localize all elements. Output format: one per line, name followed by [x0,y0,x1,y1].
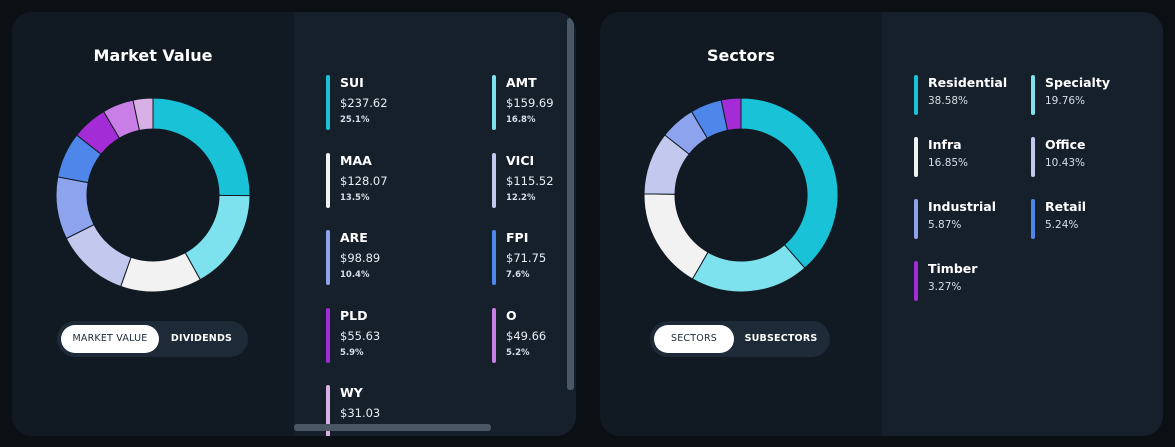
sectors-toggle: SECTORS SUBSECTORS [650,321,830,357]
legend-percent: 38.58% [928,95,969,107]
market-value-tab-button[interactable]: MARKET VALUE [61,325,159,353]
legend-percent: 10.43% [1045,157,1086,169]
sectors-donut-slice[interactable] [643,193,709,280]
sectors-legend: Residential 38.58% Specialty 19.76% Infra 16.… [882,12,1163,436]
horizontal-scrollbar-track [294,422,576,432]
sectors-donut-slice[interactable] [740,97,839,269]
sectors-card: Sectors SECTORS SUBSECTORS Residential 38… [600,12,1163,436]
market-value-legend: SUI $237.62 25.1% AMT $159.69 16.8% MAA $128.07… [294,12,576,436]
legend-color-bar [492,152,496,208]
legend-percent: 5.87% [928,219,962,231]
legend-percent: 13.5% [340,192,370,203]
legend-market-value: $115.52 [506,173,554,188]
legend-market-value: $31.03 [340,406,381,420]
legend-percent: 19.76% [1045,95,1086,107]
legend-color-bar [914,137,918,177]
legend-percent: 12.2% [506,192,536,203]
dividends-tab-button[interactable]: DIVIDENDS [170,333,233,344]
market-value-card: Market Value MARKET VALUE DIVIDENDS SUI $… [12,12,576,436]
legend-percent: 5.9% [340,347,364,358]
legend-color-bar [326,307,330,363]
market-value-donut-slice[interactable] [152,97,251,197]
legend-ticker: O [506,307,517,323]
sectors-donut-chart [643,97,839,293]
legend-market-value: $98.89 [340,251,381,265]
legend-color-bar [1031,199,1035,239]
market-value-donut-slice[interactable] [132,97,154,132]
market-value-donut-slice[interactable] [120,251,201,293]
legend-color-bar [1031,137,1035,177]
legend-percent: 25.1% [340,115,370,125]
subsectors-tab-button[interactable]: SUBSECTORS [744,333,818,344]
legend-percent: 10.4% [340,270,370,280]
legend-sector-name: Residential [928,75,1008,90]
legend-ticker: AMT [506,75,537,90]
market-value-toggle: MARKET VALUE DIVIDENDS [57,321,248,357]
legend-color-bar [914,199,918,239]
legend-color-bar [914,75,918,115]
legend-sector-name: Industrial [928,199,996,214]
legend-ticker: PLD [340,307,368,323]
legend-sector-name: Timber [928,261,978,276]
market-value-donut-chart [55,97,251,293]
sectors-tab-button[interactable]: SECTORS [654,325,734,353]
legend-ticker: SUI [340,75,364,90]
legend-color-bar [326,75,330,130]
legend-sector-name: Specialty [1045,75,1110,90]
legend-color-bar [492,230,496,285]
legend-color-bar [326,152,330,208]
legend-market-value: $55.63 [340,328,381,343]
legend-percent: 3.27% [928,281,962,293]
market-value-chart-pane: Market Value MARKET VALUE DIVIDENDS [12,12,294,436]
legend-sector-name: Infra [928,137,962,152]
legend-percent: 16.8% [506,115,536,125]
legend-ticker: VICI [506,152,535,168]
legend-market-value: $159.69 [506,96,554,110]
legend-color-bar [914,261,918,301]
legend-ticker: ARE [340,230,368,245]
legend-sector-name: Retail [1045,199,1087,214]
legend-market-value: $49.66 [506,328,547,343]
legend-market-value: $237.62 [340,96,388,110]
legend-percent: 7.6% [506,270,530,280]
legend-market-value: $128.07 [340,173,388,188]
legend-ticker: WY [340,385,363,400]
legend-color-bar [326,385,330,436]
legend-ticker: MAA [340,152,372,168]
sectors-chart-pane: Sectors SECTORS SUBSECTORS [600,12,882,436]
legend-ticker: FPI [506,230,529,245]
sectors-donut-slice[interactable] [691,244,806,293]
market-value-donut-slice[interactable] [184,194,251,281]
vertical-scrollbar[interactable] [567,18,574,390]
legend-color-bar [492,75,496,130]
market-value-title: Market Value [93,46,213,65]
legend-color-bar [326,230,330,285]
legend-market-value: $71.75 [506,251,547,265]
legend-percent: 16.85% [928,157,969,169]
sectors-title: Sectors [707,46,775,65]
legend-sector-name: Office [1045,137,1086,152]
sectors-donut-slice[interactable] [720,97,742,131]
horizontal-scrollbar[interactable] [294,424,491,431]
legend-percent: 5.24% [1045,219,1079,231]
legend-percent: 5.2% [506,347,530,358]
legend-color-bar [1031,75,1035,115]
legend-color-bar [492,307,496,363]
